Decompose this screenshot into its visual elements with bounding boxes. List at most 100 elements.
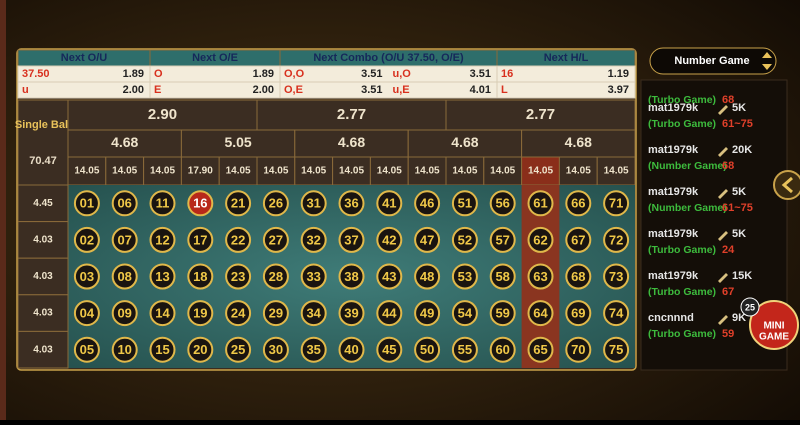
ball[interactable] bbox=[376, 300, 403, 327]
ball[interactable] bbox=[565, 190, 592, 217]
ball[interactable] bbox=[187, 226, 214, 253]
bet-game: (Turbo Game) bbox=[648, 94, 716, 106]
ball[interactable] bbox=[225, 263, 252, 290]
ball[interactable] bbox=[603, 336, 630, 363]
ball[interactable] bbox=[300, 226, 327, 253]
header-row bbox=[279, 65, 498, 83]
ball[interactable] bbox=[414, 300, 441, 327]
odds-cell[interactable] bbox=[67, 129, 182, 158]
ball[interactable] bbox=[300, 300, 327, 327]
odds-cell[interactable] bbox=[180, 156, 220, 186]
odds-cell[interactable] bbox=[67, 99, 258, 131]
ball[interactable] bbox=[338, 263, 365, 290]
ball[interactable] bbox=[262, 263, 289, 290]
odds-cell[interactable] bbox=[67, 156, 107, 186]
ball[interactable] bbox=[262, 300, 289, 327]
ball[interactable] bbox=[225, 300, 252, 327]
ball[interactable] bbox=[376, 190, 403, 217]
collapse-button[interactable] bbox=[773, 170, 800, 200]
ball[interactable] bbox=[527, 300, 554, 327]
ball[interactable] bbox=[149, 226, 176, 253]
ball[interactable] bbox=[603, 263, 630, 290]
ball[interactable] bbox=[527, 190, 554, 217]
ball[interactable] bbox=[338, 300, 365, 327]
ball[interactable] bbox=[111, 263, 138, 290]
ball[interactable] bbox=[527, 336, 554, 363]
ball[interactable] bbox=[451, 263, 478, 290]
ball[interactable] bbox=[414, 226, 441, 253]
ball[interactable] bbox=[451, 226, 478, 253]
odds-cell[interactable] bbox=[558, 156, 598, 186]
ball[interactable] bbox=[489, 336, 516, 363]
odds-cell[interactable] bbox=[407, 156, 447, 186]
ball-number: 39 bbox=[344, 306, 358, 321]
ball[interactable] bbox=[451, 190, 478, 217]
ball[interactable] bbox=[300, 263, 327, 290]
ball[interactable] bbox=[376, 336, 403, 363]
ball[interactable] bbox=[376, 226, 403, 253]
ball[interactable] bbox=[149, 263, 176, 290]
ball[interactable] bbox=[565, 263, 592, 290]
odds-cell[interactable] bbox=[445, 156, 485, 186]
ball[interactable] bbox=[262, 226, 289, 253]
ball[interactable] bbox=[262, 336, 289, 363]
ball[interactable] bbox=[73, 226, 100, 253]
ball[interactable] bbox=[338, 190, 365, 217]
ball[interactable] bbox=[376, 263, 403, 290]
ball[interactable] bbox=[451, 336, 478, 363]
ball[interactable] bbox=[489, 300, 516, 327]
ball[interactable] bbox=[338, 226, 365, 253]
ball[interactable] bbox=[489, 263, 516, 290]
ball[interactable] bbox=[527, 226, 554, 253]
ball[interactable] bbox=[414, 336, 441, 363]
ball[interactable] bbox=[225, 226, 252, 253]
ball[interactable] bbox=[73, 190, 100, 217]
ball[interactable] bbox=[338, 336, 365, 363]
odds-cell[interactable] bbox=[294, 129, 409, 158]
ball[interactable] bbox=[73, 263, 100, 290]
mini-game-badge-count: 25 bbox=[745, 302, 755, 312]
ball[interactable] bbox=[603, 300, 630, 327]
ball[interactable] bbox=[73, 336, 100, 363]
ball[interactable] bbox=[603, 190, 630, 217]
ball[interactable] bbox=[603, 226, 630, 253]
ball[interactable] bbox=[565, 300, 592, 327]
ball-number: 45 bbox=[382, 342, 396, 357]
odds-cell[interactable] bbox=[407, 129, 523, 158]
ball[interactable] bbox=[451, 300, 478, 327]
ball[interactable] bbox=[414, 263, 441, 290]
ball[interactable] bbox=[187, 300, 214, 327]
ball[interactable] bbox=[111, 300, 138, 327]
ball[interactable] bbox=[73, 300, 100, 327]
ball[interactable] bbox=[187, 263, 214, 290]
ball-number: 27 bbox=[269, 232, 283, 247]
ball[interactable] bbox=[187, 190, 214, 217]
mini-game-button[interactable] bbox=[749, 300, 799, 350]
ball[interactable] bbox=[527, 263, 554, 290]
ball[interactable] bbox=[565, 226, 592, 253]
odds-cell[interactable] bbox=[521, 129, 636, 158]
ball[interactable] bbox=[489, 226, 516, 253]
odds-cell[interactable] bbox=[256, 156, 296, 186]
ball[interactable] bbox=[300, 336, 327, 363]
bet-pick: 61~75 bbox=[722, 118, 753, 130]
ball[interactable] bbox=[489, 190, 516, 217]
ball[interactable] bbox=[565, 336, 592, 363]
ball[interactable] bbox=[414, 190, 441, 217]
odds-cell[interactable] bbox=[445, 99, 636, 131]
ball[interactable] bbox=[262, 190, 289, 217]
ball[interactable] bbox=[111, 190, 138, 217]
odds-cell[interactable] bbox=[294, 156, 334, 186]
ball[interactable] bbox=[225, 190, 252, 217]
bet-odds: 3.97 bbox=[608, 84, 629, 96]
ball[interactable] bbox=[187, 336, 214, 363]
ball[interactable] bbox=[225, 336, 252, 363]
ball[interactable] bbox=[111, 226, 138, 253]
dropdown[interactable] bbox=[649, 47, 777, 75]
ball[interactable] bbox=[149, 190, 176, 217]
ball[interactable] bbox=[149, 336, 176, 363]
ball[interactable] bbox=[300, 190, 327, 217]
ball[interactable] bbox=[149, 300, 176, 327]
odds-cell[interactable] bbox=[596, 156, 636, 186]
ball[interactable] bbox=[111, 336, 138, 363]
